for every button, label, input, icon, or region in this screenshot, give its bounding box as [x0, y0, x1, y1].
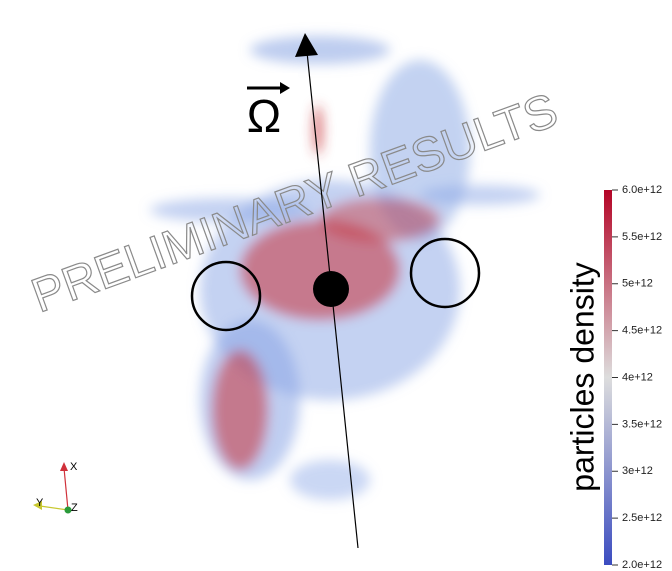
axis-z-label: Z — [71, 502, 78, 514]
orientation-axes: X Y Z — [33, 461, 78, 514]
axis-y-label: Y — [36, 497, 44, 509]
colorbar-tick-label: 4.5e+12 — [622, 325, 662, 337]
colorbar-tick-label: 5e+12 — [622, 278, 653, 290]
colorbar — [604, 190, 612, 565]
axis-x-label: X — [70, 461, 78, 473]
colorbar-tick-label: 4e+12 — [622, 371, 653, 383]
colorbar-tick-label: 2.0e+12 — [622, 559, 662, 571]
omega-symbol: Ω — [247, 90, 281, 142]
colorbar-tick-label: 3.5e+12 — [622, 418, 662, 430]
render-view: PRELIMINARY RESULTS Ω X Y Z particles de… — [0, 0, 672, 571]
colorbar-title: particles density — [564, 262, 600, 491]
colorbar-tick-label: 2.5e+12 — [622, 512, 662, 524]
central-body — [313, 271, 349, 307]
colorbar-tick-label: 6.0e+12 — [622, 184, 662, 196]
colorbar-tick-label: 5.5e+12 — [622, 231, 662, 243]
colorbar-tick-label: 3e+12 — [622, 465, 653, 477]
